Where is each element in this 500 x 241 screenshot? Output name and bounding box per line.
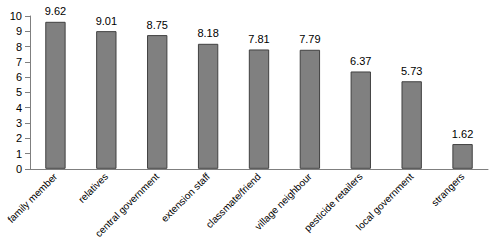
svg-text:family member: family member bbox=[5, 170, 60, 225]
svg-text:2: 2 bbox=[16, 132, 22, 144]
svg-text:6: 6 bbox=[16, 71, 22, 83]
svg-text:10: 10 bbox=[10, 10, 22, 22]
svg-text:8: 8 bbox=[16, 41, 22, 53]
svg-text:strangers: strangers bbox=[429, 171, 466, 208]
svg-text:1: 1 bbox=[16, 148, 22, 160]
svg-text:local government: local government bbox=[354, 171, 416, 233]
svg-text:6.37: 6.37 bbox=[350, 55, 371, 67]
svg-text:3: 3 bbox=[16, 117, 22, 129]
svg-text:classmate/friend: classmate/friend bbox=[204, 171, 263, 230]
svg-text:7.79: 7.79 bbox=[299, 33, 320, 45]
svg-text:7.81: 7.81 bbox=[248, 33, 269, 45]
svg-text:9.01: 9.01 bbox=[96, 15, 117, 27]
svg-text:1.62: 1.62 bbox=[452, 128, 473, 140]
svg-text:extension staff: extension staff bbox=[159, 171, 212, 224]
svg-text:5.73: 5.73 bbox=[401, 65, 422, 77]
svg-text:central government: central government bbox=[93, 171, 161, 239]
svg-text:4: 4 bbox=[16, 102, 22, 114]
svg-text:0: 0 bbox=[16, 163, 22, 175]
svg-text:8.75: 8.75 bbox=[147, 19, 168, 31]
svg-text:pesticide retailers: pesticide retailers bbox=[301, 170, 365, 234]
svg-text:9: 9 bbox=[16, 25, 22, 37]
svg-text:9.62: 9.62 bbox=[45, 5, 66, 17]
svg-text:relatives: relatives bbox=[76, 171, 110, 205]
svg-text:5: 5 bbox=[16, 86, 22, 98]
svg-text:7: 7 bbox=[16, 56, 22, 68]
svg-text:village neighbour: village neighbour bbox=[252, 170, 314, 233]
svg-text:8.18: 8.18 bbox=[197, 27, 218, 39]
